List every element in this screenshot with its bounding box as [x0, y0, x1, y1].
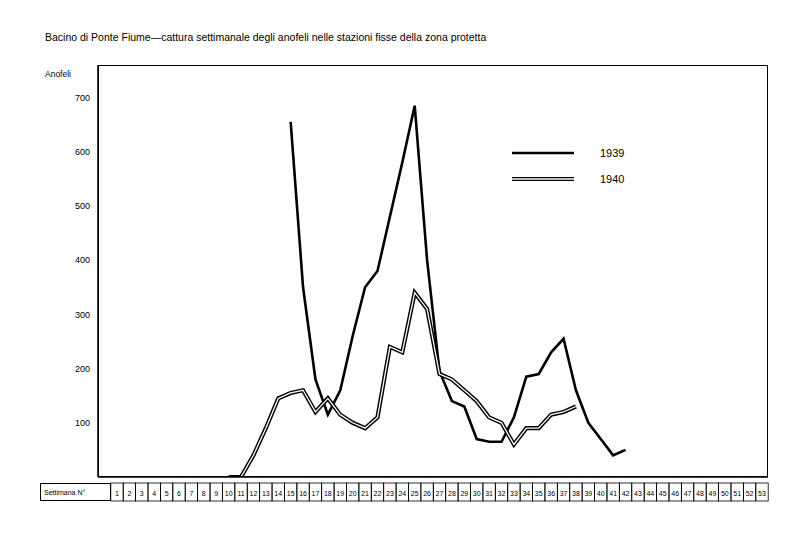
svg-text:49: 49	[708, 490, 716, 497]
svg-text:600: 600	[75, 147, 90, 157]
svg-text:30: 30	[473, 490, 481, 497]
svg-text:40: 40	[597, 490, 605, 497]
svg-text:2: 2	[127, 490, 131, 497]
svg-text:700: 700	[75, 93, 90, 103]
svg-text:1: 1	[115, 490, 119, 497]
html-text:1940: 1940	[600, 173, 625, 185]
svg-text:15: 15	[287, 490, 295, 497]
svg-text:32: 32	[498, 490, 506, 497]
svg-text:31: 31	[485, 490, 493, 497]
svg-text:29: 29	[460, 490, 468, 497]
svg-text:200: 200	[75, 364, 90, 374]
svg-text:10: 10	[225, 490, 233, 497]
svg-text:4: 4	[152, 490, 156, 497]
svg-text:46: 46	[671, 490, 679, 497]
svg-text:36: 36	[547, 490, 555, 497]
svg-text:9: 9	[214, 490, 218, 497]
svg-text:35: 35	[535, 490, 543, 497]
svg-text:20: 20	[349, 490, 357, 497]
svg-text:43: 43	[634, 490, 642, 497]
svg-text:25: 25	[411, 490, 419, 497]
svg-text:51: 51	[733, 490, 741, 497]
svg-text:26: 26	[423, 490, 431, 497]
svg-text:12: 12	[250, 490, 258, 497]
svg-text:50: 50	[721, 490, 729, 497]
svg-text:300: 300	[75, 310, 90, 320]
svg-text:16: 16	[299, 490, 307, 497]
svg-text:24: 24	[398, 490, 406, 497]
svg-text:400: 400	[75, 255, 90, 265]
html-text:Anofeli: Anofeli	[45, 69, 71, 79]
svg-text:21: 21	[361, 490, 369, 497]
svg-text:33: 33	[510, 490, 518, 497]
svg-text:41: 41	[609, 490, 617, 497]
svg-text:23: 23	[386, 490, 394, 497]
svg-text:52: 52	[746, 490, 754, 497]
svg-text:17: 17	[312, 490, 320, 497]
svg-text:45: 45	[659, 490, 667, 497]
svg-text:27: 27	[436, 490, 444, 497]
svg-text:18: 18	[324, 490, 332, 497]
svg-text:22: 22	[374, 490, 382, 497]
svg-text:500: 500	[75, 201, 90, 211]
html-text:Settimana N°: Settimana N°	[44, 488, 86, 496]
svg-text:44: 44	[646, 490, 654, 497]
svg-text:42: 42	[622, 490, 630, 497]
svg-text:7: 7	[189, 490, 193, 497]
svg-text:53: 53	[758, 490, 766, 497]
svg-text:6: 6	[177, 490, 181, 497]
html-text:1939: 1939	[600, 147, 625, 159]
svg-text:34: 34	[522, 490, 530, 497]
svg-text:5: 5	[165, 490, 169, 497]
svg-text:11: 11	[237, 490, 244, 497]
svg-text:100: 100	[75, 418, 90, 428]
svg-text:13: 13	[262, 490, 270, 497]
svg-text:39: 39	[584, 490, 592, 497]
svg-text:3: 3	[140, 490, 144, 497]
svg-text:38: 38	[572, 490, 580, 497]
svg-text:28: 28	[448, 490, 456, 497]
svg-text:47: 47	[684, 490, 692, 497]
svg-text:14: 14	[274, 490, 282, 497]
svg-text:19: 19	[336, 490, 344, 497]
svg-text:37: 37	[560, 490, 568, 497]
svg-text:48: 48	[696, 490, 704, 497]
html-text:Bacino di Ponte Fiume—cattura: Bacino di Ponte Fiume—cattura settimanal…	[45, 31, 487, 43]
svg-text:8: 8	[202, 490, 206, 497]
